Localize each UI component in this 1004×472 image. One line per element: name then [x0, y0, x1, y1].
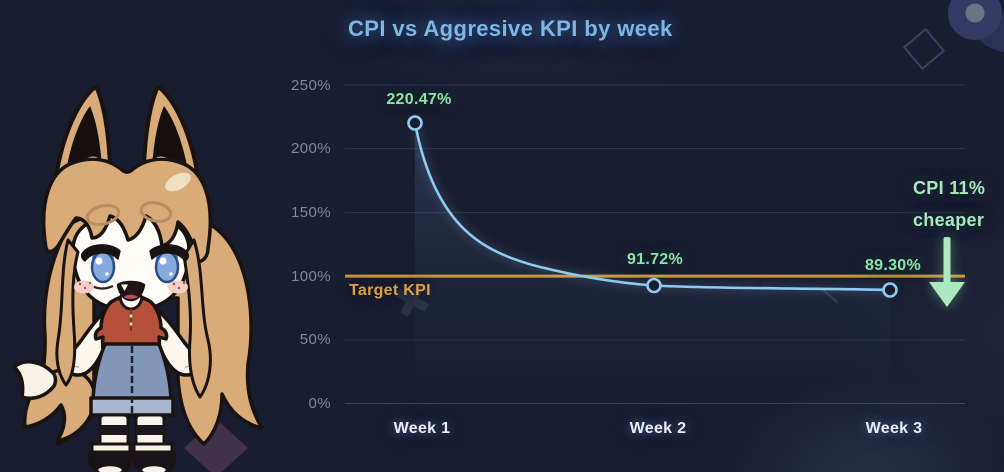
category-label-week2: Week 2 — [629, 420, 687, 437]
fox-girl-character-illustration: .ol { stroke:#1a1310; stroke-linejoin:ro… — [12, 85, 264, 472]
hair-highlight — [165, 172, 191, 192]
y-tick-0: 0% — [308, 395, 331, 412]
area-fill — [415, 123, 890, 403]
page-title: CPI vs Aggresive KPI by week — [348, 16, 673, 41]
data-point-week1[interactable] — [407, 115, 423, 131]
fox-tail — [12, 360, 97, 443]
annotation-text-line1: CPI 11% — [913, 178, 986, 198]
side-hair-right — [182, 238, 212, 399]
data-point-week3[interactable] — [882, 282, 898, 298]
character-eyes — [80, 244, 190, 290]
y-tick-50: 50% — [299, 331, 331, 348]
y-tick-200: 200% — [291, 140, 331, 157]
data-point-week2[interactable] — [646, 277, 662, 294]
target-kpi-label: Target KPI — [349, 282, 431, 299]
category-label-week3: Week 3 — [865, 420, 923, 437]
y-tick-100: 100% — [291, 268, 331, 285]
character-jeans — [89, 342, 175, 417]
category-label-week1: Week 1 — [393, 420, 451, 437]
plum-diamond-decoration — [184, 419, 248, 472]
side-hair-left — [55, 238, 80, 387]
data-label-week2: 91.72% — [626, 251, 684, 268]
diamond-outline-decoration — [902, 27, 946, 71]
character-shoes — [87, 442, 177, 472]
corner-donut-decoration — [948, 0, 1004, 52]
character-front-hair — [41, 157, 213, 399]
cpi-line-series — [413, 121, 892, 292]
character-blush — [74, 280, 188, 294]
data-label-week3: 89.30% — [864, 257, 922, 274]
character-mouth — [116, 280, 146, 302]
down-arrow-icon — [929, 237, 965, 307]
data-point-markers — [407, 115, 898, 298]
corner-dot — [965, 3, 985, 23]
character-socks — [98, 413, 166, 450]
y-tick-150: 150% — [291, 204, 331, 221]
data-label-week1: 220.47% — [386, 91, 452, 108]
y-tick-250: 250% — [291, 77, 331, 94]
annotation-text-line2: cheaper — [913, 210, 985, 230]
